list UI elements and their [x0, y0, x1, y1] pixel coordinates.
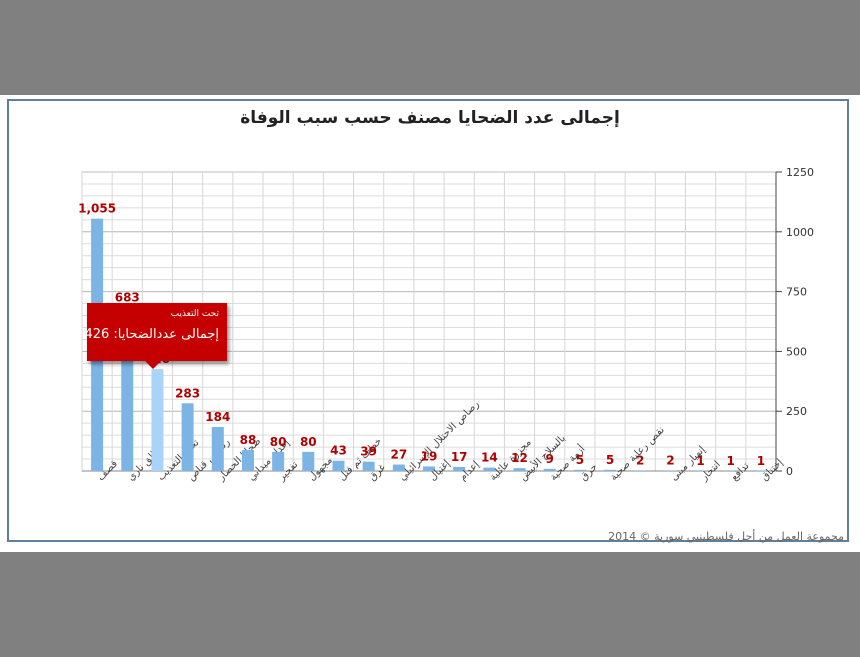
bar-value-label: 683 [115, 291, 140, 305]
bar-tooltip: تحت التعذيب إجمالى عددالضحايا: 426 [84, 303, 227, 369]
bar-value-label: 9 [546, 452, 554, 466]
bar [151, 369, 164, 471]
bar [604, 469, 617, 471]
bar-value-label: 88 [240, 433, 257, 447]
bar-value-label: 43 [330, 444, 347, 458]
bar-value-label: 1 [727, 454, 735, 468]
y-tick-label: 1250 [786, 166, 814, 179]
bar [181, 403, 194, 471]
bar [332, 460, 345, 471]
y-tick-label: 250 [786, 405, 807, 418]
bar-value-label: 12 [511, 451, 528, 465]
bar-value-label: 17 [451, 450, 468, 464]
chart-title: إجمالى عدد الضحايا مصنف حسب سبب الوفاة [240, 108, 620, 128]
bar [543, 468, 556, 471]
bar [573, 469, 586, 471]
bar-value-label: 5 [576, 453, 584, 467]
bar [634, 470, 647, 471]
bar-value-label: 1,055 [78, 202, 116, 216]
y-tick-label: 1000 [786, 226, 814, 239]
tooltip-category: تحت التعذيب [170, 309, 219, 319]
bar-value-label: 1 [696, 454, 704, 468]
bar [121, 307, 134, 471]
bar [754, 470, 767, 471]
bar-value-label: 1 [757, 454, 765, 468]
bar [453, 466, 466, 471]
bar [513, 468, 526, 471]
bar-value-label: 27 [390, 448, 407, 462]
bar-value-label: 39 [360, 445, 377, 459]
bar-value-label: 19 [421, 449, 438, 463]
bar-value-label: 2 [636, 454, 644, 468]
bar [423, 466, 435, 471]
tooltip-value: إجمالى عددالضحايا: 426 [84, 327, 219, 342]
bar-value-label: 14 [481, 451, 498, 465]
bar [724, 470, 737, 471]
bar [664, 470, 677, 471]
bar [241, 449, 254, 471]
y-tick-label: 750 [786, 286, 807, 299]
bar-value-label: 80 [270, 435, 287, 449]
bar-value-label: 184 [205, 410, 230, 424]
chart-credit: مجموعة العمل من أجل فلسطينيي سورية © 201… [608, 530, 844, 543]
bar [362, 461, 375, 471]
y-tick-label: 0 [786, 465, 793, 478]
y-tick-label: 500 [786, 345, 807, 358]
bar [483, 467, 496, 471]
bar [211, 426, 224, 471]
bar [392, 464, 405, 471]
bar [272, 451, 285, 471]
bar [694, 470, 707, 471]
bar [302, 451, 315, 471]
bar-value-label: 5 [606, 453, 614, 467]
bar-value-label: 80 [300, 435, 317, 449]
bar-value-label: 2 [666, 454, 674, 468]
bar-value-label: 283 [175, 386, 200, 400]
